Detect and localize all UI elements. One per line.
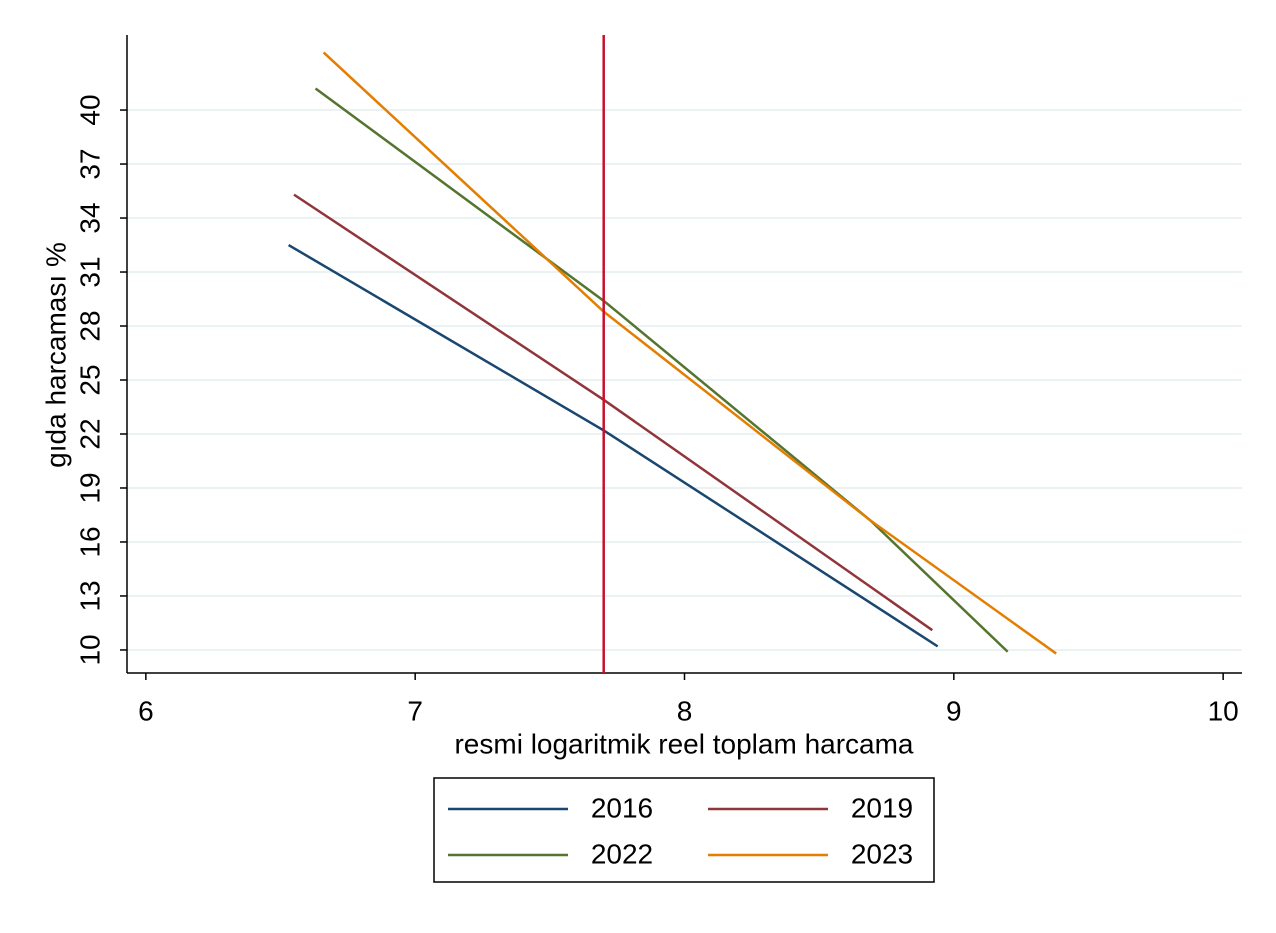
y-tick-label: 22 [74,418,105,449]
x-tick-label: 7 [407,695,423,726]
legend-label: 2016 [591,792,653,823]
y-tick-label: 34 [74,202,105,233]
x-tick-label: 9 [946,695,962,726]
line [314,87,1009,653]
x-tick-label: 6 [138,695,154,726]
legend-label: 2023 [851,838,913,869]
y-tick-label: 40 [74,94,105,125]
x-tick-label: 8 [677,695,693,726]
legend-label: 2022 [591,838,653,869]
y-tick-label: 28 [74,310,105,341]
x-tick-label: 10 [1208,695,1239,726]
y-tick-label: 37 [74,148,105,179]
y-tick-label: 16 [74,526,105,557]
legend-box [433,777,935,883]
line [322,51,1057,655]
y-tick-label: 13 [74,580,105,611]
y-tick-label: 19 [74,472,105,503]
x-axis-title: resmi logaritmik reel toplam harcama [454,728,913,759]
y-tick-label: 10 [74,634,105,665]
legend-label: 2019 [851,792,913,823]
y-tick-label: 25 [74,364,105,395]
y-axis-title: gıda harcaması % [40,242,71,468]
y-tick-label: 31 [74,256,105,287]
